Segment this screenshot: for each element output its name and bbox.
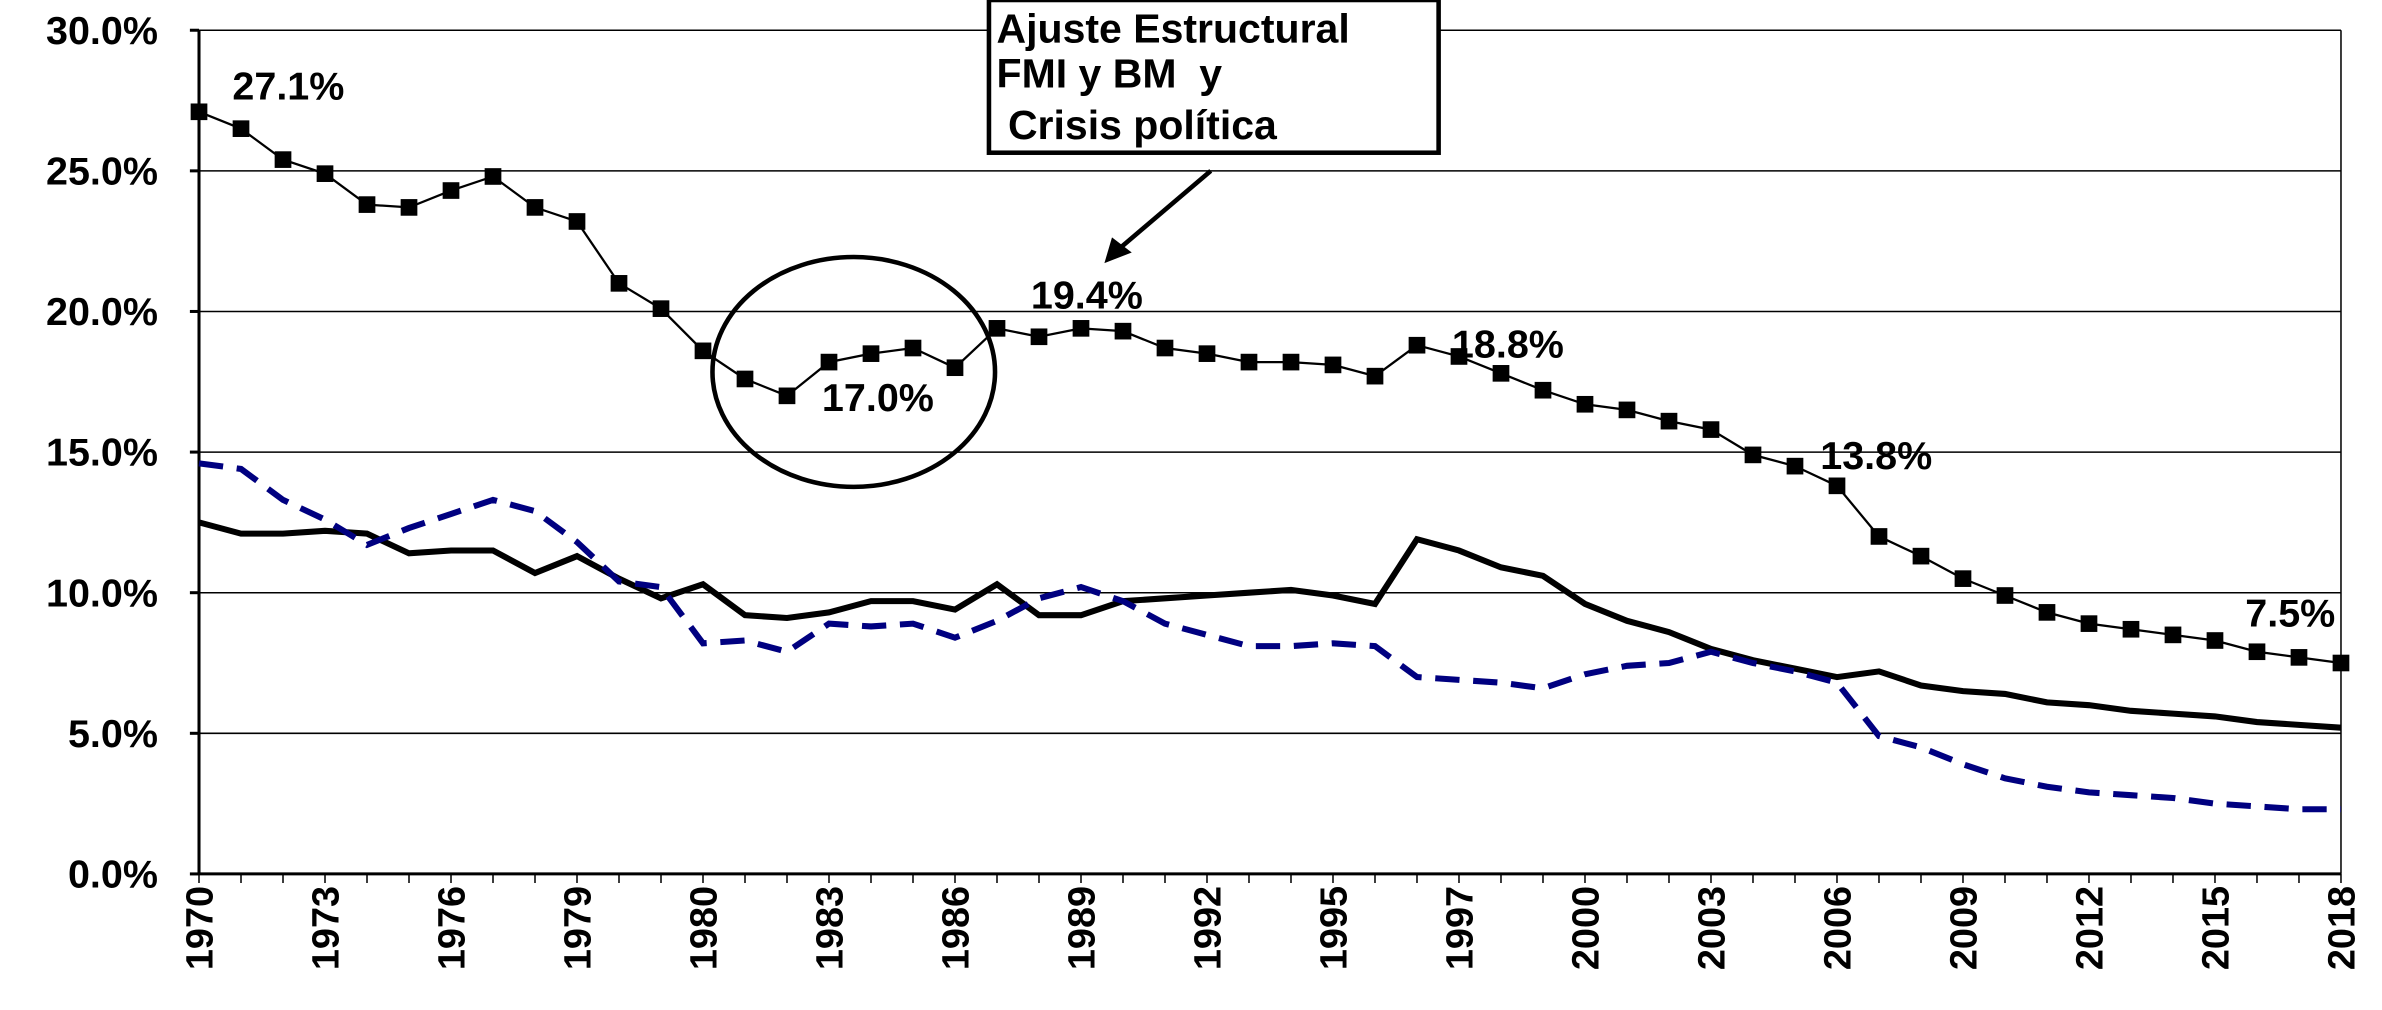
point-marker: [694, 342, 712, 360]
x-tick-label: 1979: [558, 886, 600, 970]
series-line: [198, 110, 2342, 665]
point-marker: [610, 275, 628, 292]
data-label: 7.5%: [2245, 592, 2335, 636]
point-marker: [1492, 365, 1510, 382]
x-tick-label: 2018: [2322, 886, 2364, 970]
point-marker: [1828, 477, 1846, 495]
point-marker: [190, 103, 208, 121]
point-marker: [652, 300, 670, 317]
point-marker: [526, 199, 544, 216]
y-tick-label: 25.0%: [46, 150, 158, 194]
highlight-circle: [710, 254, 998, 490]
point-marker: [400, 199, 418, 216]
point-marker: [1072, 320, 1090, 337]
annotation-text: FMI y BM y: [997, 51, 1223, 97]
point-marker: [1954, 570, 1972, 587]
annotation-text: Crisis política: [997, 102, 1279, 148]
point-marker: [1198, 345, 1216, 362]
point-marker: [820, 353, 838, 371]
point-marker: [862, 345, 880, 362]
annotation-arrow: [1115, 169, 1213, 253]
point-marker: [1660, 412, 1678, 430]
data-label: 18.8%: [1452, 322, 1564, 366]
x-tick-label: 1973: [306, 886, 348, 970]
point-marker: [1324, 356, 1342, 374]
data-label: 13.8%: [1820, 434, 1932, 478]
x-tick-label: 1980: [684, 886, 726, 970]
x-tick-label: 1989: [1062, 886, 1104, 970]
y-tick-label: 0.0%: [68, 853, 158, 897]
point-marker: [1408, 336, 1426, 354]
data-label: 19.4%: [1031, 274, 1143, 318]
point-marker: [2332, 654, 2350, 672]
point-marker: [1912, 547, 1930, 565]
point-marker: [1870, 528, 1888, 545]
point-marker: [568, 213, 586, 230]
point-marker: [1030, 328, 1048, 346]
x-tick-label: 1970: [180, 886, 222, 970]
point-marker: [2038, 604, 2056, 621]
point-marker: [1156, 339, 1174, 357]
point-marker: [1702, 421, 1720, 438]
annotation-text: Ajuste Estructural: [997, 5, 1350, 51]
point-marker: [1996, 587, 2014, 604]
y-tick-label: 15.0%: [46, 431, 158, 475]
point-marker: [484, 168, 502, 185]
data-label: 27.1%: [232, 65, 344, 109]
x-tick-label: 2000: [1566, 886, 1608, 970]
x-tick-label: 1986: [936, 886, 978, 970]
x-tick-label: 1995: [1314, 886, 1356, 970]
point-marker: [946, 359, 964, 377]
x-tick-label: 2012: [2070, 886, 2112, 970]
y-tick-label: 30.0%: [46, 9, 158, 53]
y-tick-label: 5.0%: [68, 712, 158, 756]
point-marker: [442, 182, 460, 199]
series-line: [198, 519, 2342, 731]
x-tick-label: 2015: [2196, 886, 2238, 970]
arrow-head: [1104, 237, 1132, 264]
point-marker: [1366, 367, 1384, 385]
x-tick-label: 1992: [1188, 886, 1230, 970]
x-tick-label: 2003: [1692, 886, 1734, 970]
point-marker: [274, 151, 292, 168]
point-marker: [1240, 353, 1258, 371]
point-marker: [2164, 626, 2182, 644]
point-marker: [1534, 381, 1552, 399]
point-marker: [904, 339, 922, 357]
point-marker: [316, 165, 334, 182]
point-marker: [778, 387, 796, 405]
point-marker: [358, 196, 376, 213]
point-marker: [1282, 353, 1300, 371]
point-marker: [2080, 615, 2098, 632]
point-marker: [2290, 649, 2308, 666]
point-marker: [2122, 620, 2140, 638]
point-marker: [1576, 395, 1594, 413]
x-tick-label: 1976: [432, 886, 474, 970]
data-label: 17.0%: [822, 376, 934, 420]
y-tick-label: 20.0%: [46, 290, 158, 334]
x-tick-label: 2009: [1944, 886, 1986, 970]
point-marker: [1744, 446, 1762, 464]
point-marker: [2248, 643, 2266, 661]
point-marker: [1114, 322, 1132, 340]
point-marker: [1450, 348, 1468, 365]
x-tick-label: 1983: [810, 886, 852, 970]
x-tick-label: 2006: [1818, 886, 1860, 970]
point-marker: [1618, 401, 1636, 419]
point-marker: [232, 120, 250, 137]
annotation-box: [986, 0, 1441, 155]
point-marker: [988, 320, 1006, 337]
point-marker: [736, 370, 754, 388]
point-marker: [2206, 632, 2224, 649]
y-tick-label: 10.0%: [46, 571, 158, 615]
series-line: [198, 460, 2341, 813]
point-marker: [1786, 457, 1804, 475]
x-tick-label: 1997: [1440, 886, 1482, 970]
